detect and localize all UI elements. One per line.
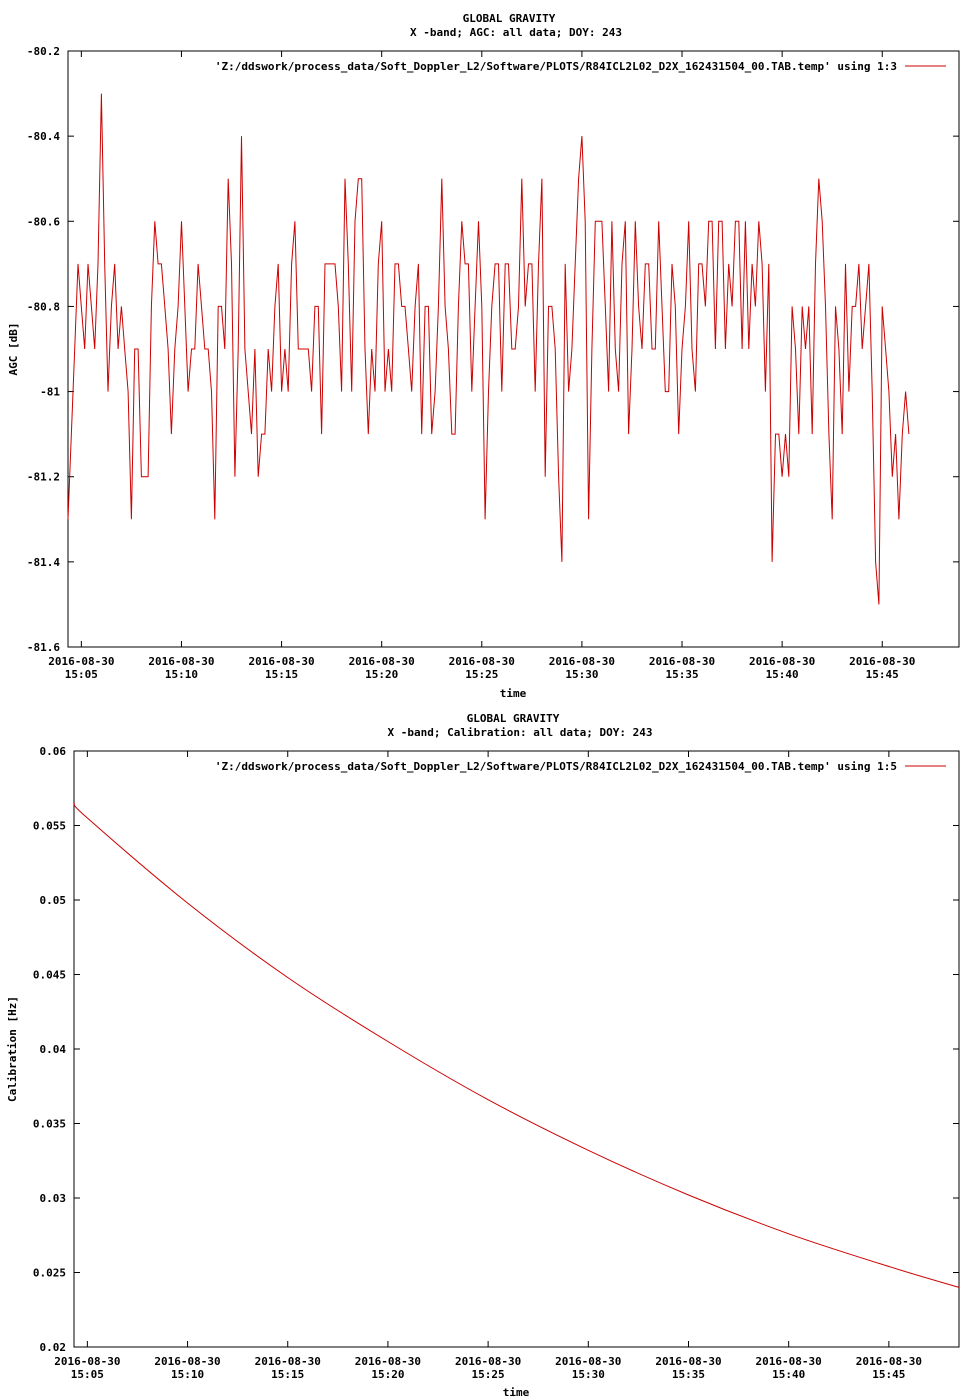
calibration-x-tick-time: 15:15 bbox=[271, 1368, 304, 1381]
agc-chart-subtitle: X -band; AGC: all data; DOY: 243 bbox=[410, 26, 622, 39]
agc-x-tick-time: 15:45 bbox=[866, 668, 899, 681]
calibration-y-axis: 0.06 0.055 0.05 0.045 0.04 0.035 0.03 0.025 0.02 bbox=[33, 745, 959, 1354]
agc-x-tick-date: 2016-08-30 bbox=[549, 655, 615, 668]
calibration-x-tick-date: 2016-08-30 bbox=[154, 1355, 220, 1368]
calibration-chart-title: GLOBAL GRAVITY bbox=[467, 712, 560, 725]
agc-x-tick-time: 15:25 bbox=[465, 668, 498, 681]
calibration-y-tick-label: 0.03 bbox=[40, 1192, 67, 1205]
agc-x-tick-date: 2016-08-30 bbox=[148, 655, 214, 668]
agc-y-axis: -80.2 -80.4 -80.6 -80.8 -81 -81.2 -81.4 -81.6 bbox=[27, 45, 959, 654]
calibration-chart-subtitle: X -band; Calibration: all data; DOY: 243 bbox=[388, 726, 653, 739]
calibration-x-tick-date: 2016-08-30 bbox=[655, 1355, 721, 1368]
agc-x-tick-date: 2016-08-30 bbox=[649, 655, 715, 668]
agc-y-tick-label: -80.8 bbox=[27, 300, 60, 313]
calibration-y-tick-label: 0.045 bbox=[33, 969, 66, 982]
agc-x-tick-time: 15:15 bbox=[265, 668, 298, 681]
agc-x-tick-time: 15:05 bbox=[65, 668, 98, 681]
agc-x-tick-date: 2016-08-30 bbox=[749, 655, 815, 668]
agc-y-tick-label: -80.2 bbox=[27, 45, 60, 58]
calibration-y-tick-label: 0.02 bbox=[40, 1341, 67, 1354]
agc-y-axis-label: AGC [dB] bbox=[7, 323, 20, 376]
agc-chart-title: GLOBAL GRAVITY bbox=[463, 12, 556, 25]
calibration-legend: 'Z:/ddswork/process_data/Soft_Doppler_L2… bbox=[215, 760, 946, 773]
agc-plot-frame bbox=[67, 50, 960, 648]
calibration-y-tick-label: 0.06 bbox=[40, 745, 67, 758]
agc-x-axis-label: time bbox=[500, 687, 527, 700]
calibration-y-axis-label: Calibration [Hz] bbox=[6, 996, 19, 1102]
agc-x-tick-date: 2016-08-30 bbox=[349, 655, 415, 668]
agc-x-tick-time: 15:35 bbox=[665, 668, 698, 681]
calibration-x-tick-time: 15:30 bbox=[572, 1368, 605, 1381]
agc-x-tick-date: 2016-08-30 bbox=[449, 655, 515, 668]
calibration-x-tick-time: 15:25 bbox=[472, 1368, 505, 1381]
calibration-x-tick-date: 2016-08-30 bbox=[856, 1355, 922, 1368]
agc-legend: 'Z:/ddswork/process_data/Soft_Doppler_L2… bbox=[215, 60, 946, 73]
agc-legend-label: 'Z:/ddswork/process_data/Soft_Doppler_L2… bbox=[215, 60, 897, 73]
agc-y-tick-label: -80.4 bbox=[27, 130, 60, 143]
calibration-plot-frame bbox=[73, 750, 960, 1348]
calibration-legend-label: 'Z:/ddswork/process_data/Soft_Doppler_L2… bbox=[215, 760, 897, 773]
calibration-x-axis: 2016-08-3015:052016-08-3015:102016-08-30… bbox=[54, 751, 922, 1381]
agc-chart: GLOBAL GRAVITY X -band; AGC: all data; D… bbox=[7, 12, 960, 700]
agc-x-tick-time: 15:10 bbox=[165, 668, 198, 681]
agc-y-tick-label: -81.2 bbox=[27, 471, 60, 484]
agc-x-tick-date: 2016-08-30 bbox=[248, 655, 314, 668]
calibration-x-tick-time: 15:40 bbox=[772, 1368, 805, 1381]
calibration-y-tick-label: 0.05 bbox=[40, 894, 67, 907]
calibration-x-tick-time: 15:20 bbox=[371, 1368, 404, 1381]
calibration-y-tick-label: 0.035 bbox=[33, 1118, 66, 1131]
calibration-x-tick-date: 2016-08-30 bbox=[455, 1355, 521, 1368]
calibration-x-tick-time: 15:10 bbox=[171, 1368, 204, 1381]
agc-series-line bbox=[67, 93, 910, 605]
agc-x-tick-date: 2016-08-30 bbox=[48, 655, 114, 668]
agc-y-tick-label: -81.4 bbox=[27, 556, 60, 569]
calibration-x-tick-time: 15:45 bbox=[872, 1368, 905, 1381]
calibration-chart: GLOBAL GRAVITY X -band; Calibration: all… bbox=[6, 712, 960, 1399]
calibration-x-tick-date: 2016-08-30 bbox=[555, 1355, 621, 1368]
calibration-x-tick-time: 15:05 bbox=[71, 1368, 104, 1381]
agc-y-tick-label: -81.6 bbox=[27, 641, 60, 654]
agc-x-axis: 2016-08-3015:052016-08-3015:102016-08-30… bbox=[48, 51, 915, 681]
calibration-x-tick-time: 15:35 bbox=[672, 1368, 705, 1381]
calibration-x-tick-date: 2016-08-30 bbox=[355, 1355, 421, 1368]
calibration-y-tick-label: 0.04 bbox=[40, 1043, 67, 1056]
agc-x-tick-date: 2016-08-30 bbox=[849, 655, 915, 668]
calibration-series-line bbox=[73, 802, 960, 1288]
agc-x-tick-time: 15:20 bbox=[365, 668, 398, 681]
calibration-x-tick-date: 2016-08-30 bbox=[255, 1355, 321, 1368]
calibration-x-tick-date: 2016-08-30 bbox=[756, 1355, 822, 1368]
agc-y-tick-label: -80.6 bbox=[27, 215, 60, 228]
calibration-x-tick-date: 2016-08-30 bbox=[54, 1355, 120, 1368]
calibration-y-tick-label: 0.025 bbox=[33, 1267, 66, 1280]
agc-x-tick-time: 15:30 bbox=[565, 668, 598, 681]
agc-y-tick-label: -81 bbox=[40, 386, 60, 399]
calibration-y-tick-label: 0.055 bbox=[33, 820, 66, 833]
agc-x-tick-time: 15:40 bbox=[766, 668, 799, 681]
calibration-x-axis-label: time bbox=[503, 1386, 530, 1399]
